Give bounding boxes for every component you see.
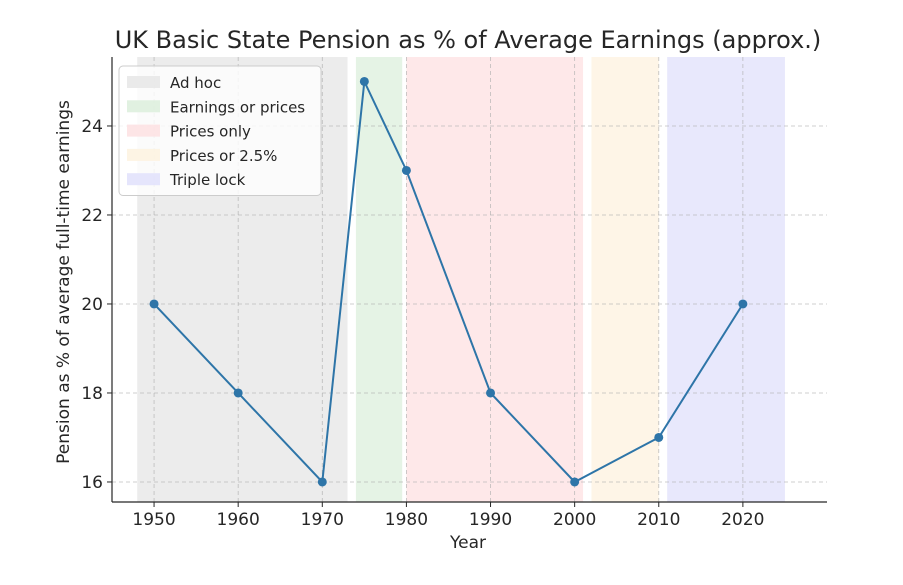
- region-band: [355, 57, 403, 502]
- legend-swatch: [127, 148, 160, 161]
- data-point: [359, 76, 369, 86]
- axes: [111, 57, 827, 503]
- series: [149, 76, 748, 487]
- x-tick-label: 1980: [385, 510, 428, 530]
- y-tick-label: 24: [81, 117, 103, 137]
- legend-swatch: [127, 100, 160, 113]
- legend-box: [118, 65, 322, 196]
- x-tick-label: 1990: [469, 510, 512, 530]
- x-tick-label: 2020: [721, 510, 764, 530]
- data-point: [233, 388, 243, 398]
- data-point: [570, 477, 580, 487]
- x-tick-label: 1970: [301, 510, 344, 530]
- y-tick-label: 20: [81, 295, 103, 315]
- region-band: [591, 57, 659, 502]
- legend-label: Prices or 2.5%: [170, 147, 277, 165]
- legend-swatch: [127, 173, 160, 186]
- x-tick-label: 1960: [217, 510, 260, 530]
- legend-label: Ad hoc: [170, 74, 221, 92]
- data-point: [486, 388, 496, 398]
- y-tick-label: 18: [81, 384, 103, 404]
- data-point: [654, 432, 664, 442]
- chart-title: UK Basic State Pension as % of Average E…: [115, 26, 822, 54]
- x-tick-label: 2000: [553, 510, 596, 530]
- x-tick-label: 2010: [637, 510, 680, 530]
- grid: [112, 57, 827, 502]
- data-point: [149, 299, 159, 309]
- region-band: [667, 57, 785, 502]
- data-point: [738, 299, 748, 309]
- x-axis-label: Year: [449, 533, 486, 553]
- legend-label: Prices only: [170, 123, 251, 141]
- legend-swatch: [127, 76, 160, 88]
- legend-label: Triple lock: [169, 171, 246, 189]
- ticks: 1950 1960 1970 1980 1990 2000 2010 2020 16 18 20 22…: [81, 117, 764, 530]
- legend: Ad hoc Earnings or prices Prices only Price…: [118, 65, 322, 196]
- legend-label: Earnings or prices: [170, 98, 305, 116]
- data-point: [401, 165, 411, 175]
- y-axis-label: Pension as % of average full-time earnin…: [54, 100, 74, 464]
- y-tick-label: 16: [81, 473, 103, 493]
- legend-swatch: [127, 124, 160, 137]
- y-tick-label: 22: [81, 206, 103, 226]
- region-band: [406, 57, 584, 502]
- x-tick-label: 1950: [132, 510, 175, 530]
- data-point: [317, 477, 327, 487]
